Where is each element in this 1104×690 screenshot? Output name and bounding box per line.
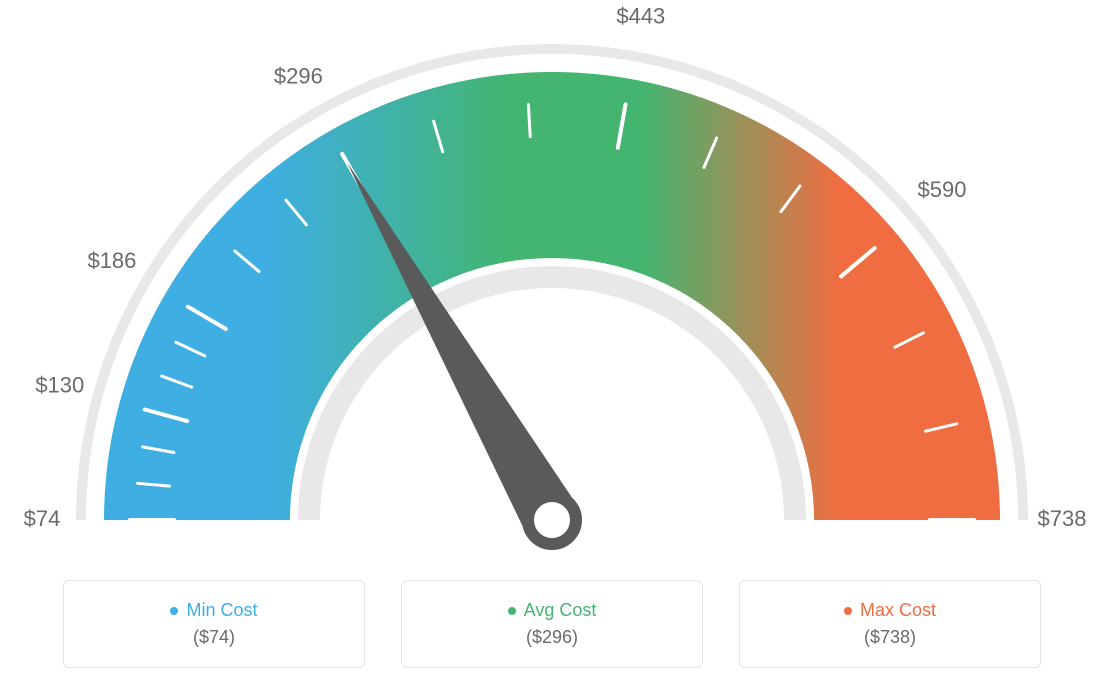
legend-title-max: Max Cost [844,600,936,621]
tick-label: $74 [24,506,61,531]
minor-tick [528,105,530,137]
tick-label: $738 [1038,506,1087,531]
dot-icon [170,607,178,615]
legend-card-min: Min Cost ($74) [63,580,365,668]
dot-icon [844,607,852,615]
cost-gauge-chart: $74 $130 $186 $296 $443 $590 $738 Min Cost ($7… [0,0,1104,690]
legend-card-max: Max Cost ($738) [739,580,1041,668]
dot-icon [508,607,516,615]
gauge-svg: $74 $130 $186 $296 $443 $590 $738 [0,0,1104,570]
legend-value: ($74) [193,627,235,648]
tick-label: $130 [35,372,84,397]
legend-card-avg: Avg Cost ($296) [401,580,703,668]
legend-value: ($296) [526,627,578,648]
tick-label: $443 [616,4,665,29]
legend-label: Max Cost [860,600,936,621]
gauge-band [104,72,1000,520]
tick-label: $590 [918,177,967,202]
tick-label: $186 [87,248,136,273]
legend-title-min: Min Cost [170,600,257,621]
needle-hub [528,496,576,544]
legend-value: ($738) [864,627,916,648]
legend-label: Min Cost [186,600,257,621]
legend-label: Avg Cost [524,600,597,621]
tick-label: $296 [274,63,323,88]
legend-row: Min Cost ($74) Avg Cost ($296) Max Cost … [0,580,1104,668]
legend-title-avg: Avg Cost [508,600,597,621]
